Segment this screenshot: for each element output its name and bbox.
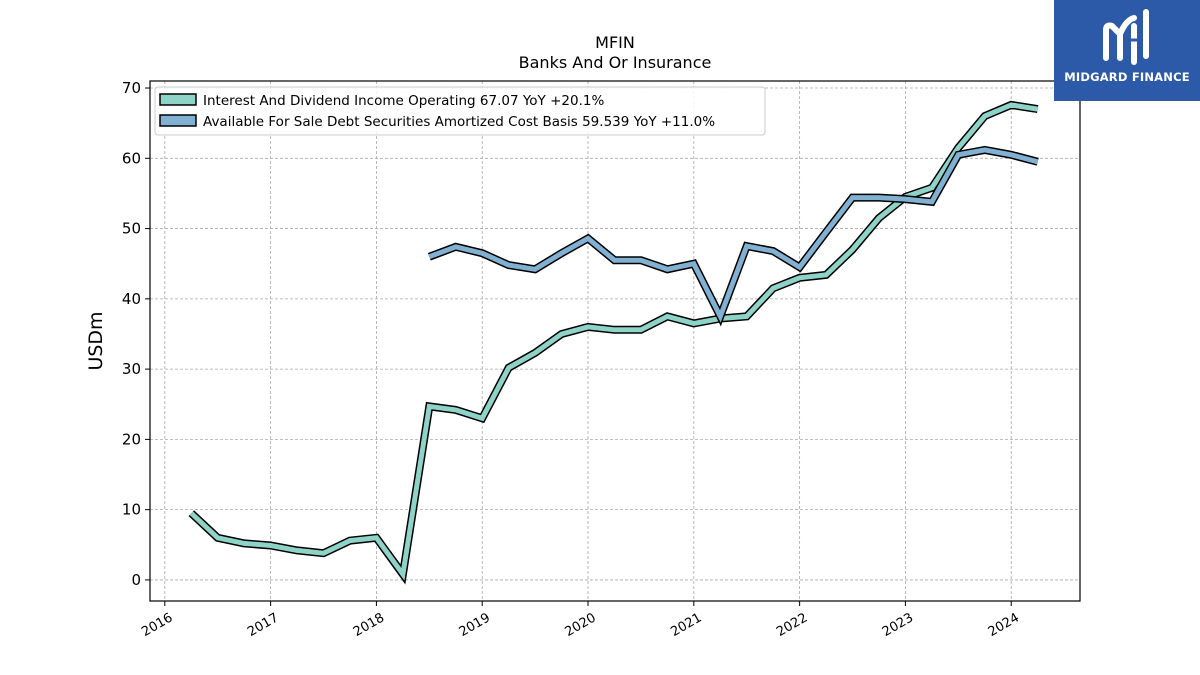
y-tick-label: 50 xyxy=(122,220,141,238)
series-layer xyxy=(188,100,1039,585)
y-tick-label: 70 xyxy=(122,79,141,97)
y-tick-label: 20 xyxy=(122,430,141,448)
chart-title: MFIN xyxy=(595,33,635,52)
grid xyxy=(150,81,1080,601)
x-tick-label: 2018 xyxy=(351,610,387,640)
x-tick-label: 2019 xyxy=(457,610,493,640)
x-tick-label: 2021 xyxy=(668,610,704,640)
legend-swatch-interest xyxy=(159,93,197,106)
series-0-line xyxy=(189,102,1039,581)
legend: Interest And Dividend Income Operating 6… xyxy=(154,86,766,136)
legend-swatch-afs xyxy=(159,114,197,127)
x-tick-label: 2016 xyxy=(139,610,175,640)
company-logo: MIDGARD FINANCE xyxy=(1054,0,1200,101)
plot-frame xyxy=(149,80,1081,602)
x-tick-label: 2024 xyxy=(986,610,1022,640)
x-tick-label: 2017 xyxy=(245,610,281,640)
logo-mark-icon xyxy=(1103,9,1149,65)
logo-text: MIDGARD FINANCE xyxy=(1064,70,1190,84)
y-tick-label: 60 xyxy=(122,149,141,167)
y-tick-label: 10 xyxy=(122,501,141,519)
x-axis: 2016 2017 2018 2019 2020 2021 2022 2023 2024 xyxy=(139,601,1022,640)
legend-label-interest: Interest And Dividend Income Operating 6… xyxy=(203,93,604,109)
y-tick-label: 30 xyxy=(122,360,141,378)
series-0-outline xyxy=(188,100,1039,585)
chart-subtitle: Banks And Or Insurance xyxy=(519,53,712,72)
x-tick-label: 2023 xyxy=(880,610,916,640)
series-1-line xyxy=(428,147,1039,323)
x-tick-label: 2022 xyxy=(774,610,810,640)
legend-frame xyxy=(154,86,766,136)
y-tick-label: 40 xyxy=(122,290,141,308)
y-axis-label: USDm xyxy=(85,311,107,370)
y-tick-label: 0 xyxy=(131,571,141,589)
y-axis: 0 10 20 30 40 50 60 70 xyxy=(122,79,150,589)
legend-label-afs: Available For Sale Debt Securities Amort… xyxy=(203,114,715,130)
x-tick-label: 2020 xyxy=(563,610,599,640)
